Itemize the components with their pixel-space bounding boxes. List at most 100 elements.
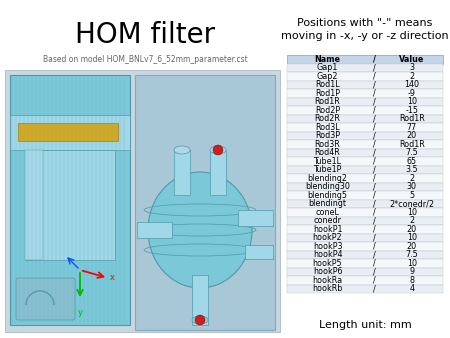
Bar xyxy=(10,115,130,150)
Bar xyxy=(287,97,443,106)
Text: Rod1L: Rod1L xyxy=(315,80,340,89)
Text: 5: 5 xyxy=(409,191,414,200)
Text: /: / xyxy=(373,106,376,115)
Text: /: / xyxy=(373,199,376,208)
Text: hookP3: hookP3 xyxy=(313,242,342,251)
Bar xyxy=(287,191,443,199)
Text: 77: 77 xyxy=(407,123,417,132)
Text: /: / xyxy=(373,63,376,72)
Text: Tube1P: Tube1P xyxy=(313,165,342,174)
Text: Rod1R: Rod1R xyxy=(399,114,425,123)
Text: /: / xyxy=(373,148,376,157)
Text: blendingt: blendingt xyxy=(309,199,346,208)
Text: Rod3R: Rod3R xyxy=(315,140,341,149)
Bar xyxy=(287,131,443,140)
Bar xyxy=(287,148,443,157)
Text: 20: 20 xyxy=(407,131,417,140)
Bar xyxy=(287,115,443,123)
Text: 30: 30 xyxy=(407,182,417,191)
Text: Rod1P: Rod1P xyxy=(315,89,340,98)
Text: Rod4R: Rod4R xyxy=(315,148,341,157)
Text: /: / xyxy=(373,276,376,285)
Bar xyxy=(287,199,443,208)
Bar xyxy=(25,150,43,260)
Text: Length unit: mm: Length unit: mm xyxy=(319,320,411,330)
Text: /: / xyxy=(373,216,376,225)
Text: Tube1L: Tube1L xyxy=(314,157,342,166)
Text: Rod1R: Rod1R xyxy=(315,97,341,106)
Text: 20: 20 xyxy=(407,242,417,251)
Text: /: / xyxy=(373,123,376,132)
Text: 4: 4 xyxy=(410,284,414,293)
Text: Rod1R: Rod1R xyxy=(399,140,425,149)
Text: /: / xyxy=(373,165,376,174)
Text: Name: Name xyxy=(315,55,341,64)
Bar xyxy=(287,242,443,250)
Bar xyxy=(287,72,443,80)
Bar xyxy=(287,250,443,259)
Text: 7.5: 7.5 xyxy=(405,250,418,259)
Text: /: / xyxy=(373,242,376,251)
Text: Value: Value xyxy=(399,55,424,64)
Text: 8: 8 xyxy=(410,276,414,285)
Bar xyxy=(287,285,443,293)
Text: 10: 10 xyxy=(407,233,417,242)
Bar xyxy=(287,123,443,131)
Bar xyxy=(137,222,172,238)
Text: /: / xyxy=(373,191,376,200)
Text: x: x xyxy=(110,273,115,283)
Bar xyxy=(210,150,226,195)
Bar xyxy=(287,208,443,217)
Text: hookP5: hookP5 xyxy=(313,259,342,268)
Text: 2: 2 xyxy=(409,72,414,81)
Text: /: / xyxy=(373,114,376,123)
Bar xyxy=(25,150,115,260)
Text: 2: 2 xyxy=(409,216,414,225)
Ellipse shape xyxy=(148,172,252,288)
Text: /: / xyxy=(373,250,376,259)
Bar xyxy=(287,183,443,191)
Text: Rod3P: Rod3P xyxy=(315,131,340,140)
Text: /: / xyxy=(373,131,376,140)
Ellipse shape xyxy=(210,146,226,154)
Text: /: / xyxy=(373,233,376,242)
Text: /: / xyxy=(373,157,376,166)
Bar xyxy=(287,157,443,166)
Text: 10: 10 xyxy=(407,208,417,217)
Text: Based on model HOM_BNLv7_6_52mm_parameter.cst: Based on model HOM_BNLv7_6_52mm_paramete… xyxy=(43,55,248,65)
Text: hookP4: hookP4 xyxy=(313,250,342,259)
Text: blending30: blending30 xyxy=(305,182,350,191)
Bar xyxy=(192,275,208,325)
Text: /: / xyxy=(373,174,376,183)
Bar xyxy=(287,267,443,276)
Text: HOM filter: HOM filter xyxy=(75,21,215,49)
Text: 20: 20 xyxy=(407,225,417,234)
Bar xyxy=(10,75,130,325)
Text: /: / xyxy=(373,80,376,89)
Bar xyxy=(238,210,273,226)
Text: y: y xyxy=(77,308,82,317)
Text: /: / xyxy=(373,182,376,191)
Text: hookP1: hookP1 xyxy=(313,225,342,234)
Text: 9: 9 xyxy=(409,267,414,276)
Text: 2: 2 xyxy=(409,174,414,183)
Bar xyxy=(287,276,443,285)
Ellipse shape xyxy=(192,316,208,324)
Text: Gap2: Gap2 xyxy=(317,72,338,81)
Text: Rod3L: Rod3L xyxy=(315,123,340,132)
Text: 7.5: 7.5 xyxy=(405,148,418,157)
Bar xyxy=(18,123,118,141)
Bar xyxy=(287,259,443,267)
Text: conedr: conedr xyxy=(314,216,342,225)
Text: /: / xyxy=(373,140,376,149)
Text: /: / xyxy=(373,208,376,217)
Text: Gap1: Gap1 xyxy=(317,63,338,72)
Text: -15: -15 xyxy=(405,106,418,115)
Bar xyxy=(287,80,443,89)
Text: /: / xyxy=(373,225,376,234)
Text: blending2: blending2 xyxy=(307,174,347,183)
Text: coneL: coneL xyxy=(315,208,339,217)
Text: 3: 3 xyxy=(410,63,414,72)
Bar xyxy=(135,75,275,330)
Bar xyxy=(5,70,280,332)
